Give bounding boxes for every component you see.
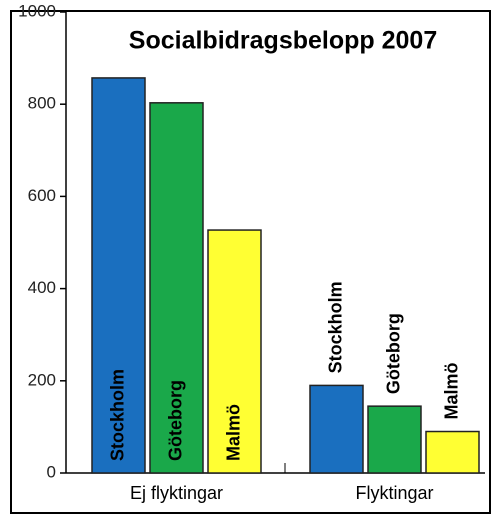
bar <box>207 229 262 474</box>
series-label: Malmö <box>223 404 243 461</box>
y-tick-label: 200 <box>28 370 56 389</box>
frame <box>10 10 491 514</box>
series-label: Göteborg <box>165 380 185 461</box>
bar <box>91 77 146 474</box>
y-tick-label: 600 <box>28 186 56 205</box>
series-label: Göteborg <box>383 313 403 394</box>
bar <box>367 405 422 474</box>
x-tick-label: Flyktingar <box>355 483 433 503</box>
chart-title: Socialbidragsbelopp 2007 <box>129 27 437 55</box>
y-tick-label: 400 <box>28 278 56 297</box>
series-label: Malmö <box>441 362 461 419</box>
bar <box>309 384 364 474</box>
y-tick-label: 0 <box>47 462 56 481</box>
y-tick-label: 1000 <box>18 1 56 20</box>
x-tick-label: Ej flyktingar <box>130 483 223 503</box>
series-label: Stockholm <box>325 281 345 373</box>
y-tick-label: 800 <box>28 94 56 113</box>
bar <box>425 430 480 474</box>
bar <box>149 102 204 474</box>
series-label: Stockholm <box>107 369 127 461</box>
